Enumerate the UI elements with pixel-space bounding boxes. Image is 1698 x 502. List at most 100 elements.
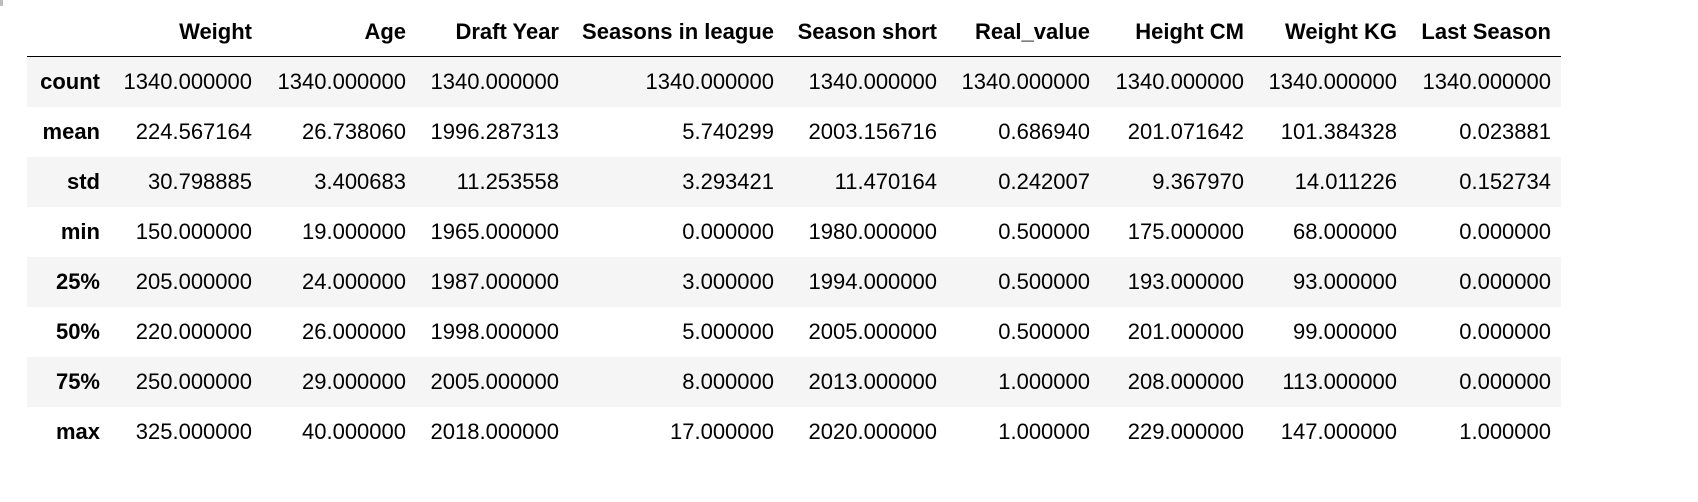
table-cell: 1340.000000 [645, 69, 774, 94]
table-cell: 2018.000000 [430, 419, 559, 444]
table-cell: 8.000000 [682, 369, 774, 394]
table-cell: 0.000000 [1459, 369, 1551, 394]
table-cell: 1980.000000 [808, 219, 937, 244]
table-cell: 1.000000 [1459, 419, 1551, 444]
table-cell: 9.367970 [1152, 169, 1244, 194]
table-cell: 11.470164 [834, 169, 937, 194]
table-cell: 0.500000 [998, 269, 1090, 294]
table-cell: 19.000000 [302, 219, 406, 244]
row-label: max [55, 419, 100, 444]
table-cell: 17.000000 [670, 419, 774, 444]
table-cell: 0.242007 [998, 169, 1090, 194]
table-cell: 1996.287313 [430, 119, 559, 144]
table-row: count 1340.000000 1340.000000 1340.000000 13… [27, 56, 1561, 107]
table-row: 50% 220.000000 26.000000 1998.000000 5.00000… [27, 307, 1561, 357]
table-cell: 5.740299 [682, 119, 774, 144]
table-cell: 1340.000000 [1268, 69, 1397, 94]
table-cell: 224.567164 [135, 119, 252, 144]
table-cell: 40.000000 [302, 419, 406, 444]
table-cell: 2005.000000 [808, 319, 937, 344]
table-cell: 113.000000 [1282, 369, 1397, 394]
row-label: std [67, 169, 100, 194]
table-cell: 1340.000000 [961, 69, 1090, 94]
table-cell: 93.000000 [1293, 269, 1397, 294]
table-cell: 0.152734 [1459, 169, 1551, 194]
table-cell: 0.500000 [998, 319, 1090, 344]
table-cell: 175.000000 [1127, 219, 1244, 244]
table-cell: 0.023881 [1459, 119, 1551, 144]
table-cell: 1994.000000 [808, 269, 937, 294]
table-cell: 2020.000000 [808, 419, 937, 444]
table-cell: 0.686940 [998, 119, 1090, 144]
table-cell: 14.011226 [1294, 169, 1397, 194]
table-cell: 29.000000 [302, 369, 406, 394]
table-cell: 30.798885 [148, 169, 252, 194]
table-row: mean 224.567164 26.738060 1996.287313 5.7402… [27, 107, 1561, 157]
table-cell: 0.500000 [998, 219, 1090, 244]
column-header: Real_value [947, 10, 1100, 57]
column-header: Weight KG [1254, 10, 1407, 57]
table-cell: 201.071642 [1127, 119, 1244, 144]
table-cell: 208.000000 [1127, 369, 1244, 394]
table-cell: 101.384328 [1280, 119, 1397, 144]
table-row: min 150.000000 19.000000 1965.000000 0.00000… [27, 207, 1561, 257]
row-label: 25% [55, 269, 100, 294]
table-cell: 1.000000 [998, 419, 1090, 444]
table-cell: 1340.000000 [277, 69, 406, 94]
table-cell: 193.000000 [1127, 269, 1244, 294]
table-cell: 201.000000 [1127, 319, 1244, 344]
column-header: Season short [784, 10, 947, 57]
table-cell: 0.000000 [682, 219, 774, 244]
table-cell: 1340.000000 [1115, 69, 1244, 94]
describe-dataframe-table: Weight Age Draft Year Seasons in league Seas… [27, 10, 1561, 457]
table-cell: 3.293421 [682, 169, 774, 194]
table-row: std 30.798885 3.400683 11.253558 3.293421 11.… [27, 157, 1561, 207]
cell-edge-marker [0, 0, 3, 6]
table-cell: 0.000000 [1459, 319, 1551, 344]
table-cell: 1998.000000 [430, 319, 559, 344]
table-cell: 1.000000 [998, 369, 1090, 394]
column-header: Seasons in league [569, 10, 784, 57]
table-cell: 1987.000000 [430, 269, 559, 294]
row-label: mean [42, 119, 100, 144]
index-header-cell [27, 10, 110, 57]
table-cell: 0.000000 [1459, 219, 1551, 244]
table-row: max 325.000000 40.000000 2018.000000 17.0000… [27, 407, 1561, 457]
table-cell: 2013.000000 [808, 369, 937, 394]
table-cell: 2005.000000 [430, 369, 559, 394]
table-header: Weight Age Draft Year Seasons in league Seas… [27, 10, 1561, 57]
table-cell: 0.000000 [1459, 269, 1551, 294]
table-cell: 1340.000000 [808, 69, 937, 94]
table-body: count 1340.000000 1340.000000 1340.000000 13… [27, 56, 1561, 457]
table-cell: 26.000000 [302, 319, 406, 344]
table-cell: 1340.000000 [430, 69, 559, 94]
column-header: Weight [110, 10, 262, 57]
row-label: min [60, 219, 100, 244]
table-cell: 220.000000 [135, 319, 252, 344]
header-row: Weight Age Draft Year Seasons in league Seas… [27, 10, 1561, 57]
row-label: 50% [55, 319, 100, 344]
column-header: Last Season [1407, 10, 1561, 57]
table-row: 75% 250.000000 29.000000 2005.000000 8.00000… [27, 357, 1561, 407]
column-header: Height CM [1100, 10, 1254, 57]
row-label: 75% [55, 369, 100, 394]
table-cell: 1965.000000 [430, 219, 559, 244]
table-cell: 3.400683 [314, 169, 406, 194]
table-cell: 11.253558 [456, 169, 559, 194]
table-cell: 26.738060 [302, 119, 406, 144]
table-cell: 325.000000 [135, 419, 252, 444]
table-cell: 68.000000 [1293, 219, 1397, 244]
table-cell: 229.000000 [1127, 419, 1244, 444]
table-cell: 3.000000 [682, 269, 774, 294]
table-cell: 205.000000 [135, 269, 252, 294]
table-cell: 5.000000 [682, 319, 774, 344]
table-cell: 150.000000 [135, 219, 252, 244]
table-row: 25% 205.000000 24.000000 1987.000000 3.00000… [27, 257, 1561, 307]
table-cell: 1340.000000 [123, 69, 252, 94]
table-cell: 2003.156716 [808, 119, 937, 144]
table-cell: 250.000000 [135, 369, 252, 394]
table-cell: 24.000000 [302, 269, 406, 294]
column-header: Draft Year [416, 10, 569, 57]
table-cell: 1340.000000 [1422, 69, 1551, 94]
table-cell: 147.000000 [1280, 419, 1397, 444]
